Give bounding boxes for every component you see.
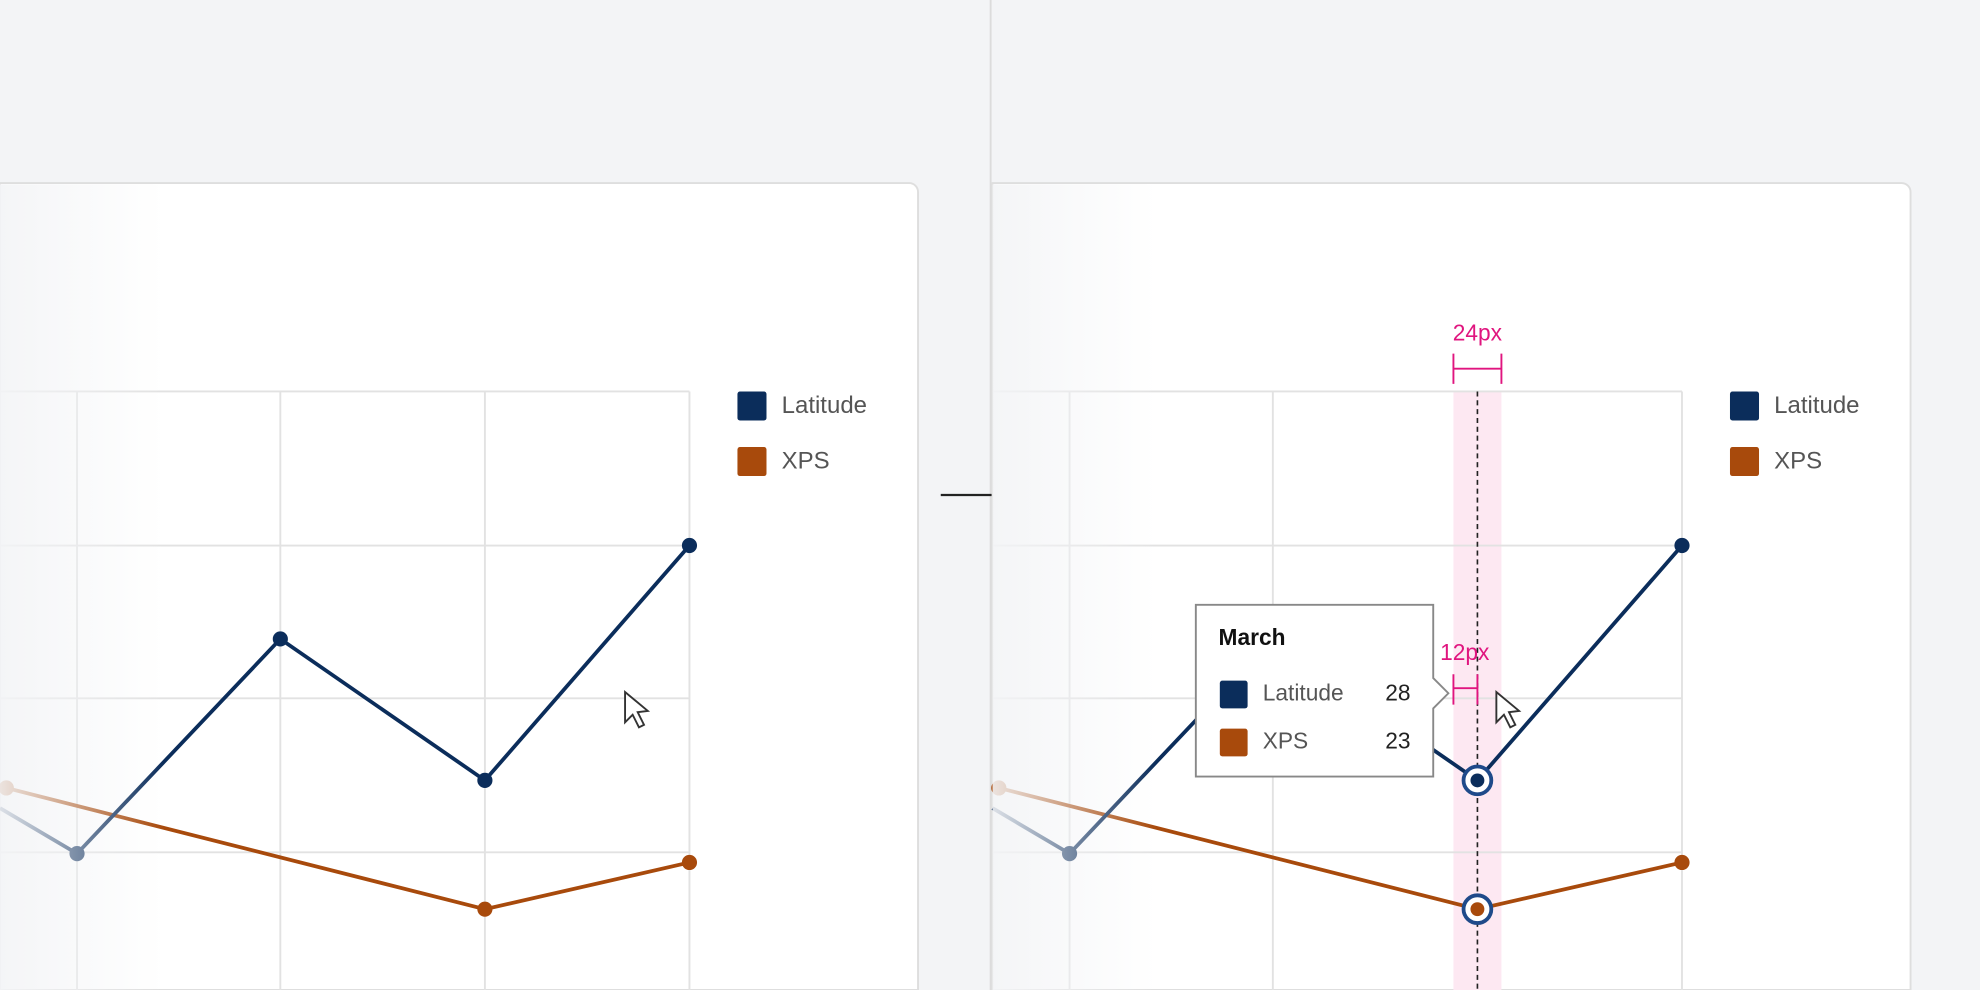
spacing-bracket [1452, 353, 1503, 384]
xps-point [1470, 902, 1485, 917]
spacing-annotation: 24px [1453, 320, 1503, 346]
spacing-annotation: 12px [1440, 639, 1490, 665]
tooltip-label: Latitude [1263, 680, 1344, 706]
legend-swatch [737, 447, 767, 477]
tooltip-title: March [1219, 624, 1286, 650]
legend-label: XPS [782, 448, 830, 475]
legend-label: XPS [1774, 448, 1822, 475]
cursor [624, 689, 651, 729]
tooltip-swatch [1219, 728, 1248, 757]
latitude-point [1470, 773, 1485, 788]
right-panel: March Latitude 28 XPS 23 24px 12px Latit… [991, 182, 1912, 990]
tooltip [1194, 603, 1450, 778]
tooltip-value: 23 [1385, 728, 1410, 754]
legend-label: Latitude [782, 392, 867, 419]
tooltip-swatch [1219, 680, 1248, 709]
cursor [1495, 689, 1522, 729]
xps-point [1674, 854, 1690, 871]
fade [992, 184, 1157, 990]
left-panel: Latitude XPS [0, 182, 919, 990]
tooltip-value: 28 [1385, 680, 1410, 706]
fade [0, 184, 165, 990]
latitude-point [1674, 537, 1690, 554]
legend-label: Latitude [1774, 392, 1859, 419]
tooltip-label: XPS [1263, 728, 1308, 754]
spacing-bracket [1452, 674, 1479, 705]
legend-swatch [737, 391, 767, 421]
legend-swatch [1729, 447, 1760, 477]
legend-swatch [1729, 391, 1760, 421]
